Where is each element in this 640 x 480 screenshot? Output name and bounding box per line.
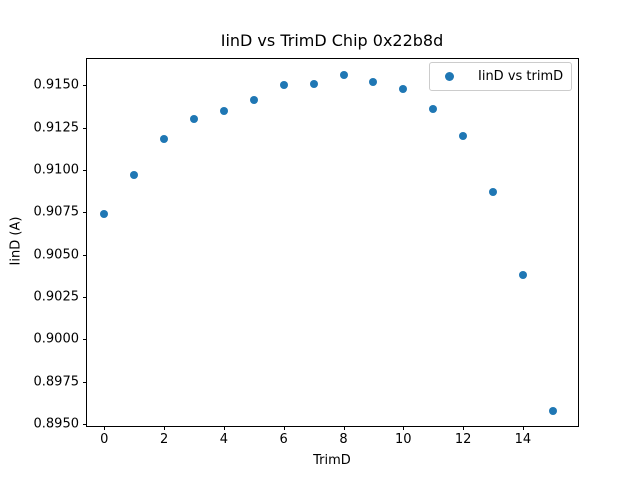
scatter-point xyxy=(518,271,527,280)
chart-title: IinD vs TrimD Chip 0x22b8d xyxy=(220,31,444,50)
scatter-point xyxy=(249,96,258,105)
y-tick-mark xyxy=(83,381,87,383)
scatter-point xyxy=(160,135,169,144)
scatter-point xyxy=(339,71,348,80)
x-tick-mark xyxy=(522,426,524,430)
scatter-point xyxy=(189,115,198,124)
y-tick-label: 0.9075 xyxy=(33,204,80,220)
y-tick-mark xyxy=(83,254,87,256)
x-tick-label: 6 xyxy=(279,432,288,447)
x-tick-label: 10 xyxy=(395,432,412,447)
x-tick-mark xyxy=(403,426,405,430)
x-tick-label: 8 xyxy=(339,432,348,447)
x-axis-label: TrimD xyxy=(313,453,351,468)
y-tick-mark xyxy=(83,212,87,214)
x-tick-mark xyxy=(283,426,285,430)
y-tick-mark xyxy=(83,424,87,426)
scatter-point xyxy=(369,77,378,86)
legend-label: IinD vs trimD xyxy=(478,69,564,84)
x-tick-label: 0 xyxy=(100,432,109,447)
scatter-point xyxy=(459,132,468,141)
scatter-point xyxy=(130,171,139,180)
y-tick-label: 0.9125 xyxy=(33,120,80,136)
y-tick-mark xyxy=(83,297,87,299)
scatter-point xyxy=(399,84,408,93)
y-axis-label: IinD (A) xyxy=(8,216,24,266)
x-tick-mark xyxy=(164,426,166,430)
scatter-point xyxy=(279,81,288,90)
x-tick-mark xyxy=(463,426,465,430)
x-tick-mark xyxy=(223,426,225,430)
scatter-point xyxy=(489,187,498,196)
scatter-point xyxy=(219,106,228,115)
x-tick-label: 14 xyxy=(514,432,532,447)
scatter-point xyxy=(100,210,109,219)
y-tick-label: 0.9150 xyxy=(33,77,80,93)
y-tick-label: 0.9025 xyxy=(33,289,80,305)
y-tick-label: 0.9000 xyxy=(33,331,80,347)
y-tick-label: 0.8975 xyxy=(33,374,80,390)
y-tick-mark xyxy=(83,85,87,87)
legend: IinD vs trimD xyxy=(429,62,572,91)
y-tick-label: 0.8950 xyxy=(33,416,80,432)
y-tick-mark xyxy=(83,339,87,341)
y-tick-label: 0.9100 xyxy=(33,162,80,178)
x-tick-label: 4 xyxy=(219,432,229,447)
legend-marker-icon xyxy=(445,72,454,81)
y-tick-mark xyxy=(83,169,87,171)
scatter-point xyxy=(548,406,557,415)
plot-area: 0 2 4 6 8 10 12 14 0.8950 0.8975 0.9000 0.9025 0.905… xyxy=(34,58,579,446)
x-tick-label: 12 xyxy=(454,432,472,447)
y-tick-mark xyxy=(83,127,87,129)
x-tick-label: 2 xyxy=(159,432,169,447)
x-tick-mark xyxy=(104,426,106,430)
y-tick-label: 0.9050 xyxy=(33,247,80,263)
scatter-point xyxy=(429,104,438,113)
x-tick-mark xyxy=(343,426,345,430)
scatter-point xyxy=(309,79,318,88)
